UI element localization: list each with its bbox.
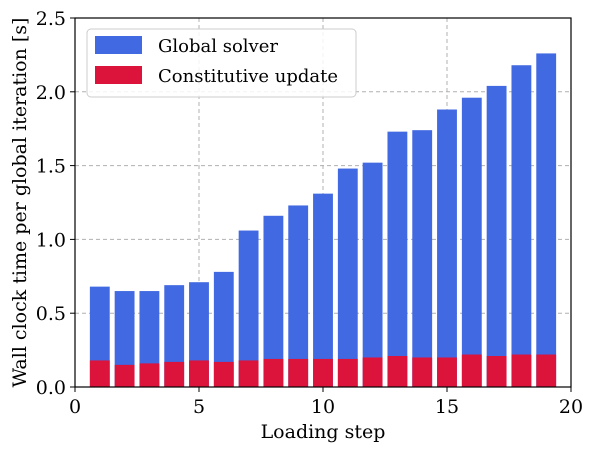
bars-layer — [89, 53, 557, 388]
y-tick-label: 0.5 — [36, 303, 66, 325]
bar-constitutive-update — [511, 354, 532, 387]
legend-box — [86, 28, 357, 98]
legend-label-global-solver: Global solver — [158, 36, 278, 57]
y-tick-label: 1.0 — [36, 229, 66, 251]
legend-swatch-constitutive-update — [95, 66, 142, 84]
bar-global-solver — [238, 230, 259, 387]
bar-constitutive-update — [486, 356, 507, 387]
bar-global-solver — [164, 285, 185, 387]
bar-constitutive-update — [536, 354, 557, 387]
bar-constitutive-update — [412, 357, 433, 387]
bar-constitutive-update — [288, 358, 309, 387]
legend-label-constitutive-update: Constitutive update — [158, 66, 338, 87]
x-tick-label: 15 — [435, 396, 459, 418]
x-axis-label: Loading step — [261, 421, 386, 443]
bar-constitutive-update — [437, 357, 457, 387]
y-tick-label: 0.0 — [36, 377, 66, 399]
bar-constitutive-update — [164, 361, 185, 387]
bar-global-solver — [387, 131, 408, 387]
bar-global-solver — [437, 109, 457, 388]
x-tick-label: 5 — [193, 396, 205, 418]
bar-constitutive-update — [337, 358, 358, 387]
bar-global-solver — [139, 291, 160, 387]
ticks-layer: 0 5 10 15 20 0.0 0.5 1.0 1.5 2.0 2.5 — [36, 8, 583, 418]
y-tick-label: 2.0 — [36, 82, 66, 104]
x-tick-label: 10 — [311, 396, 335, 418]
bar-constitutive-update — [139, 363, 160, 387]
bar-global-solver — [114, 291, 135, 387]
bar-constitutive-update — [213, 361, 234, 387]
x-tick-label: 0 — [69, 396, 81, 418]
bar-constitutive-update — [114, 364, 135, 387]
bar-constitutive-update — [313, 358, 333, 387]
bar-global-solver — [412, 130, 433, 387]
legend: Global solver Constitutive update — [86, 28, 357, 98]
bar-constitutive-update — [89, 360, 110, 387]
bar-constitutive-update — [461, 354, 482, 387]
y-tick-label: 2.5 — [36, 8, 66, 30]
x-tick-label: 20 — [559, 396, 583, 418]
bar-global-solver — [461, 97, 482, 387]
bar-constitutive-update — [387, 356, 408, 387]
bar-constitutive-update — [362, 357, 383, 387]
bar-global-solver — [337, 168, 358, 387]
bar-global-solver — [313, 193, 333, 387]
bar-global-solver — [511, 65, 532, 388]
bar-constitutive-update — [238, 360, 259, 387]
bar-global-solver — [213, 271, 234, 387]
bar-constitutive-update — [189, 360, 209, 387]
bar-global-solver — [288, 205, 309, 387]
legend-swatch-global-solver — [95, 36, 142, 54]
y-axis-label: Wall clock time per global iteration [s] — [9, 18, 31, 388]
bar-global-solver — [263, 215, 284, 387]
bar-constitutive-update — [263, 358, 284, 387]
bar-global-solver — [486, 85, 507, 387]
bar-global-solver — [536, 53, 557, 387]
y-tick-label: 1.5 — [36, 156, 66, 178]
bar-global-solver — [362, 162, 383, 387]
